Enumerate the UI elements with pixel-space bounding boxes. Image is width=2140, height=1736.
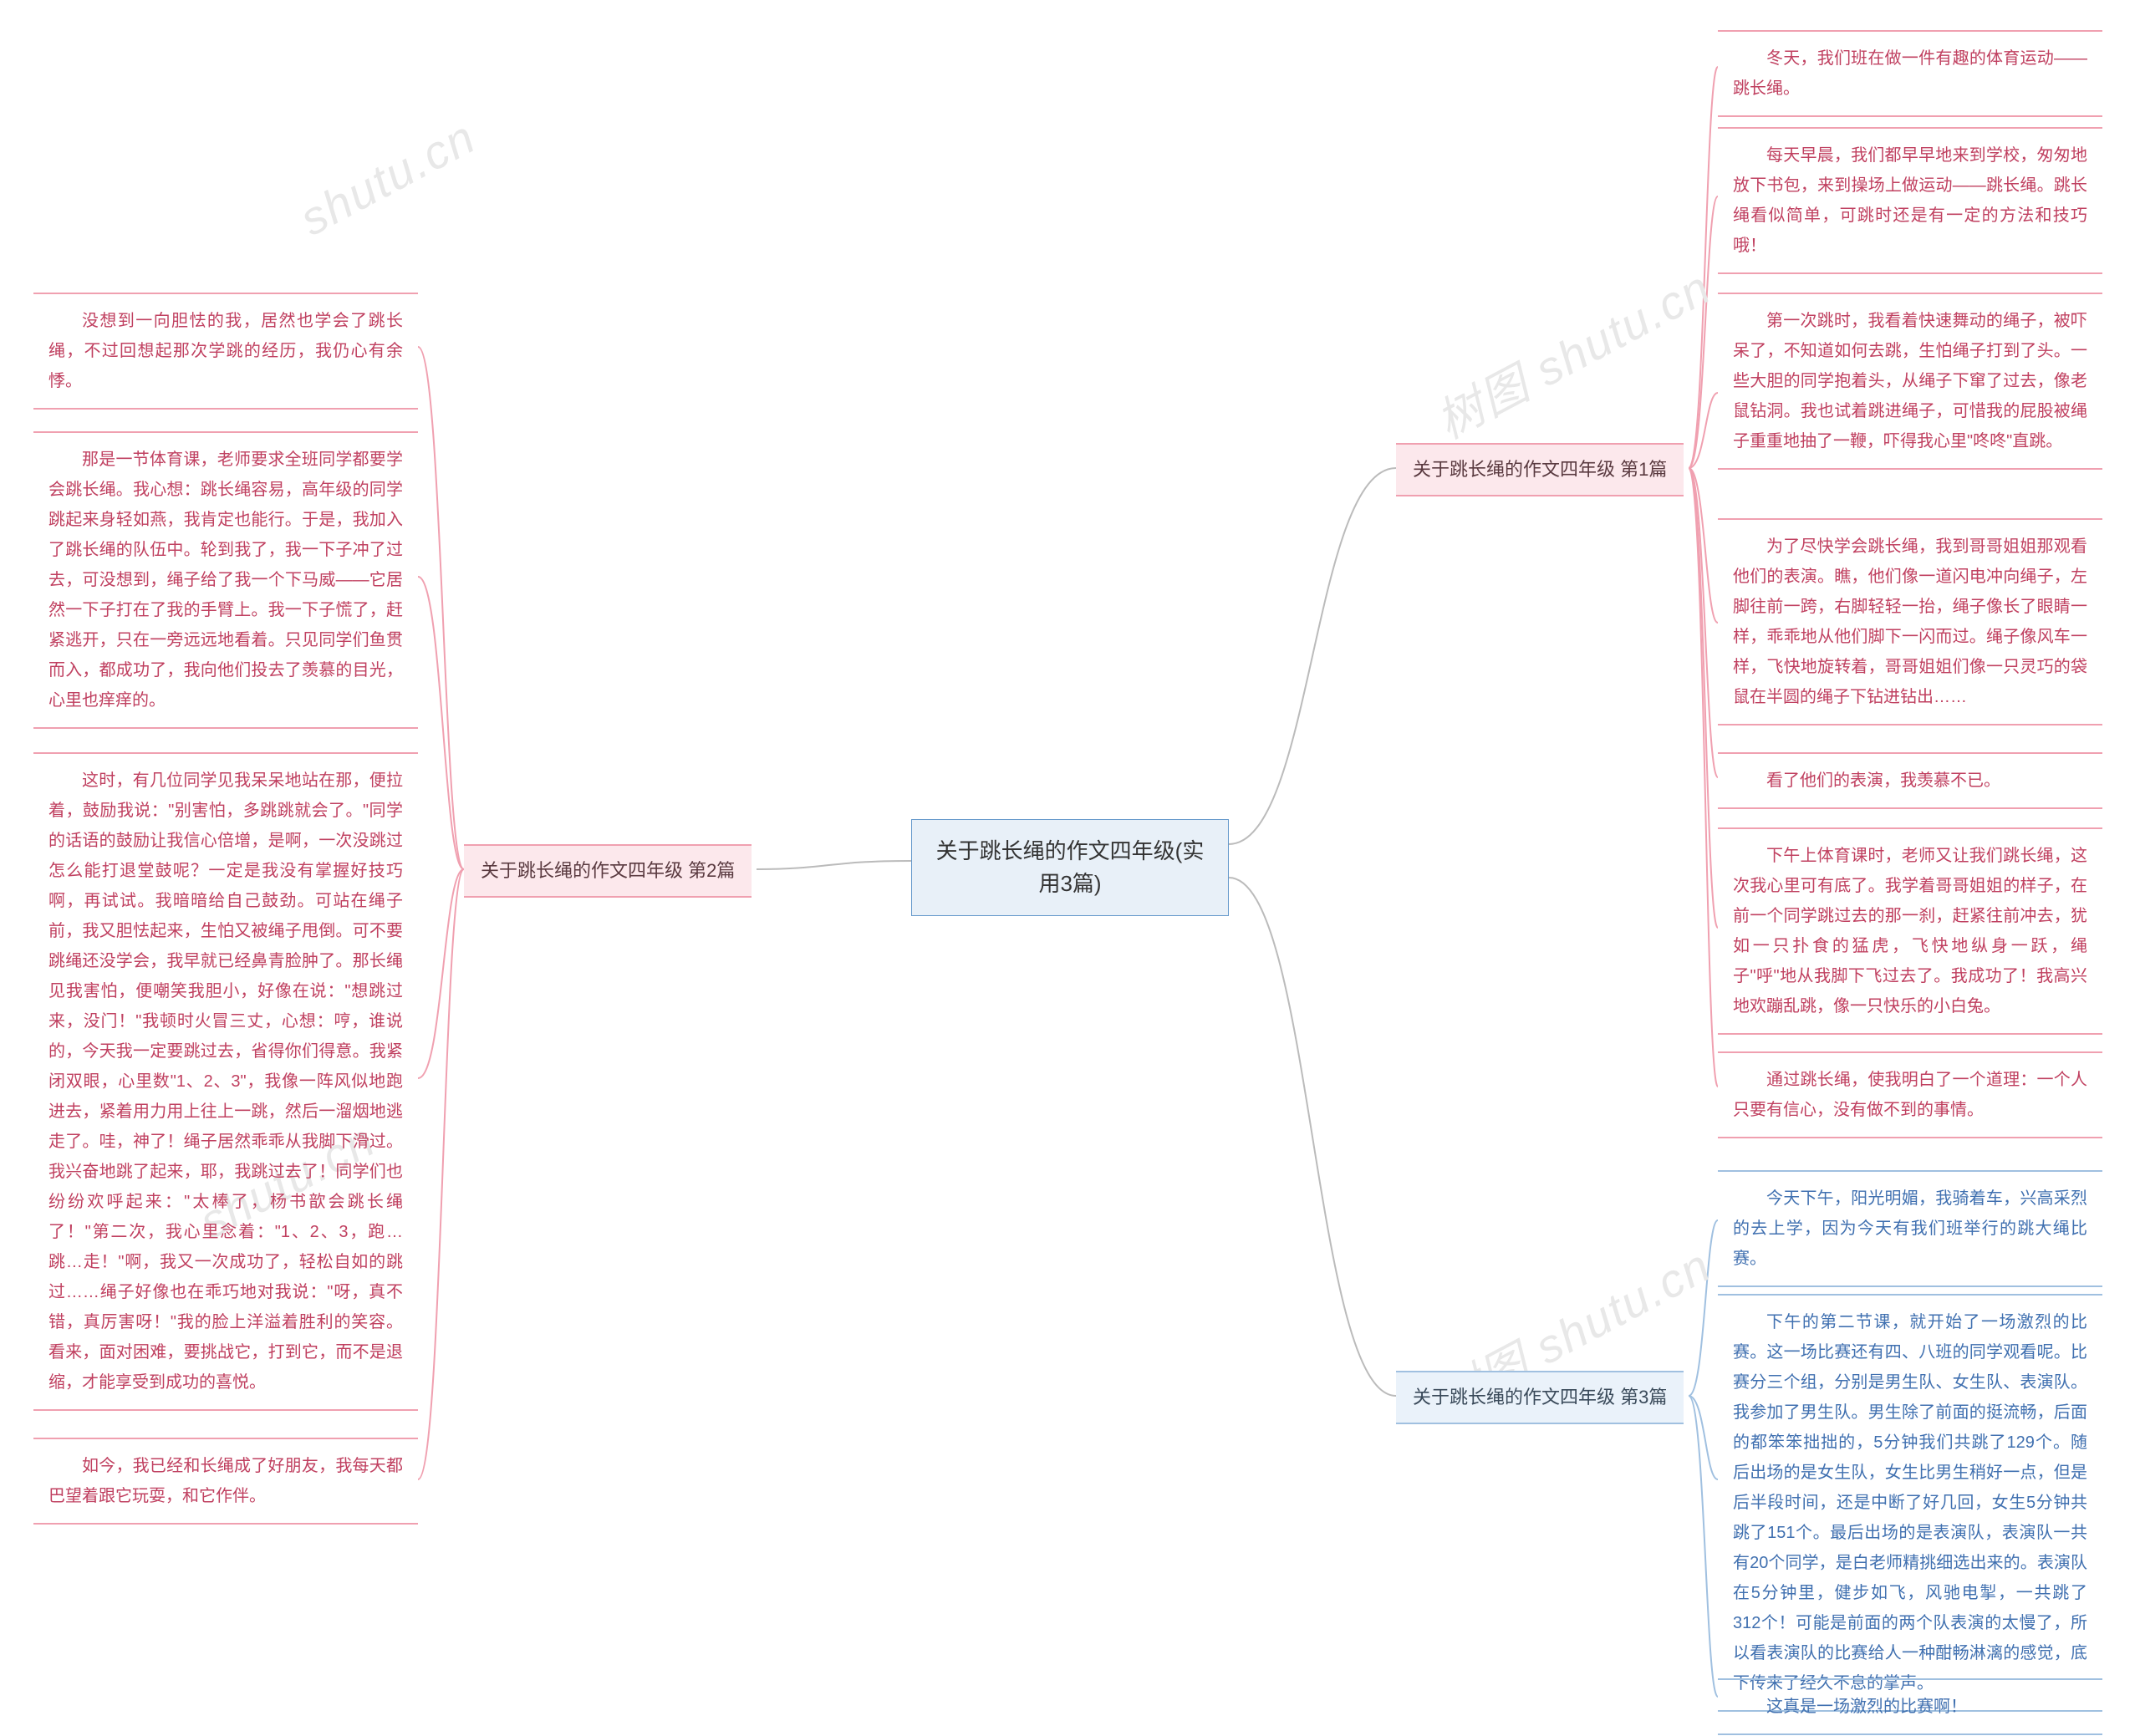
leaf-1-7: 通过跳长绳，使我明白了一个道理：一个人只要有信心，没有做不到的事情。 [1718,1051,2102,1138]
leaf-2-4: 如今，我已经和长绳成了好朋友，我每天都巴望着跟它玩耍，和它作伴。 [33,1438,418,1525]
leaf-1-5: 看了他们的表演，我羡慕不已。 [1718,752,2102,809]
branch-3[interactable]: 关于跳长绳的作文四年级 第3篇 [1396,1371,1684,1424]
watermark: shutu.cn [291,109,485,246]
branch-2[interactable]: 关于跳长绳的作文四年级 第2篇 [464,844,752,898]
leaf-1-6: 下午上体育课时，老师又让我们跳长绳，这次我心里可有底了。我学着哥哥姐姐的样子，在… [1718,827,2102,1035]
watermark: 树图 shutu.cn [1423,251,1721,452]
branch-1[interactable]: 关于跳长绳的作文四年级 第1篇 [1396,443,1684,496]
leaf-1-1: 冬天，我们班在做一件有趣的体育运动——跳长绳。 [1718,30,2102,117]
leaf-2-1: 没想到一向胆怯的我，居然也学会了跳长绳，不过回想起那次学跳的经历，我仍心有余悸。 [33,293,418,410]
leaf-1-3: 第一次跳时，我看着快速舞动的绳子，被吓呆了，不知道如何去跳，生怕绳子打到了头。一… [1718,293,2102,470]
leaf-1-2: 每天早晨，我们都早早地来到学校，匆匆地放下书包，来到操场上做运动——跳长绳。跳长… [1718,127,2102,274]
leaf-2-3: 这时，有几位同学见我呆呆地站在那，便拉着，鼓励我说："别害怕，多跳跳就会了。"同… [33,752,418,1411]
leaf-2-2: 那是一节体育课，老师要求全班同学都要学会跳长绳。我心想：跳长绳容易，高年级的同学… [33,431,418,729]
leaf-3-1: 今天下午，阳光明媚，我骑着车，兴高采烈的去上学，因为今天有我们班举行的跳大绳比赛… [1718,1170,2102,1287]
leaf-3-3: 这真是一场激烈的比赛啊！ [1718,1678,2102,1735]
leaf-3-2: 下午的第二节课，就开始了一场激烈的比赛。这一场比赛还有四、八班的同学观看呢。比赛… [1718,1294,2102,1712]
center-node[interactable]: 关于跳长绳的作文四年级(实用3篇) [911,819,1229,916]
leaf-1-4: 为了尽快学会跳长绳，我到哥哥姐姐那观看他们的表演。瞧，他们像一道闪电冲向绳子，左… [1718,518,2102,725]
